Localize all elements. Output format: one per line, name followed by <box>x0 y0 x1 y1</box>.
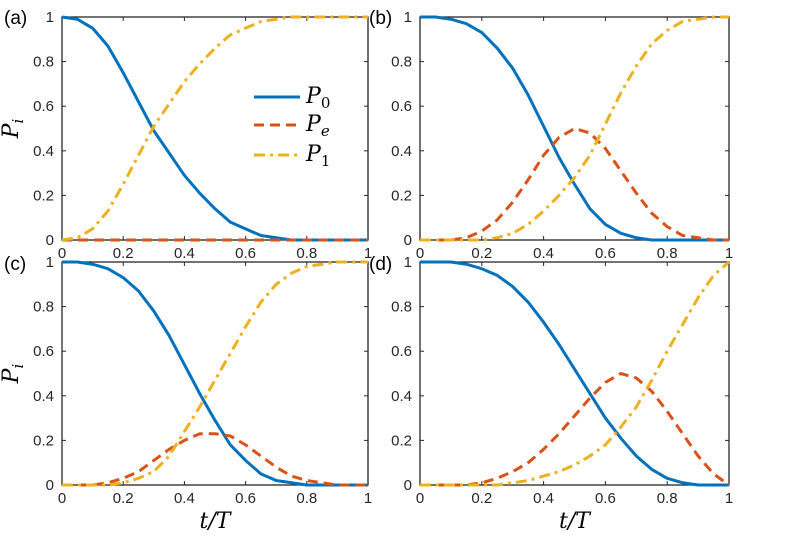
panel-label: (d) <box>369 254 392 275</box>
x-tick-label: 0.6 <box>595 490 616 507</box>
x-tick-label: 0.6 <box>235 245 256 262</box>
panel-label: (c) <box>4 254 26 275</box>
y-tick-label: 1 <box>404 9 412 26</box>
y-tick-label: 0.4 <box>33 143 54 160</box>
panel-a: 0 0.2 0.4 0.6 0.8 1 0 0.2 0.4 0.6 0.8 1 (a) Pi <box>0 8 372 262</box>
y-tick-label: 1 <box>46 254 54 271</box>
x-tick-label: 0.8 <box>296 245 317 262</box>
panel-c: 0 0.2 0.4 0.6 0.8 1 0 0.2 0.4 0.6 0.8 1 (c) Pi t/T <box>0 254 372 534</box>
axes-frame <box>61 261 369 486</box>
y-axis-label: Pi <box>0 119 27 140</box>
y-tick-label: 0.4 <box>33 388 54 405</box>
y-tick-label: 0 <box>404 232 412 249</box>
x-axis-label: t/T <box>200 509 233 534</box>
x-tick-label: 0 <box>58 245 66 262</box>
series-line-Pe <box>420 127 729 242</box>
x-tick-label: 1 <box>725 245 733 262</box>
axes-frame <box>419 16 730 241</box>
x-tick-label: 0.4 <box>533 245 554 262</box>
x-tick-label: 0.8 <box>657 490 678 507</box>
y-tick-label: 0 <box>46 477 54 494</box>
y-axis-label: Pi <box>0 364 27 385</box>
x-tick-label: 1 <box>364 490 372 507</box>
x-tick-label: 0.8 <box>657 245 678 262</box>
panel-d: 0 0.2 0.4 0.6 0.8 1 0 0.2 0.4 0.6 0.8 1 (d) t/T <box>369 254 733 534</box>
series-line-P0 <box>62 260 368 487</box>
x-tick-label: 0 <box>416 490 424 507</box>
x-tick-label: 0.2 <box>471 245 492 262</box>
y-tick-label: 0.2 <box>391 432 412 449</box>
y-tick-label: 0.4 <box>391 143 412 160</box>
series-line-Pe <box>62 432 368 487</box>
series-line-P1 <box>62 260 368 487</box>
y-tick-label: 0.4 <box>391 388 412 405</box>
x-tick-label: 0.2 <box>113 245 134 262</box>
y-tick-label: 0.8 <box>33 299 54 316</box>
x-tick-label: 0.2 <box>471 490 492 507</box>
y-tick-label: 0.8 <box>33 54 54 71</box>
x-tick-label: 0.4 <box>174 490 195 507</box>
axes-frame <box>419 261 730 486</box>
x-tick-label: 0 <box>58 490 66 507</box>
x-tick-label: 0.2 <box>113 490 134 507</box>
series-line-P1 <box>61 15 368 242</box>
y-tick-label: 0.2 <box>33 432 54 449</box>
y-tick-label: 0.6 <box>391 98 412 115</box>
panel-label: (a) <box>4 8 27 29</box>
y-tick-label: 0.6 <box>33 98 54 115</box>
y-tick-label: 0.2 <box>33 187 54 204</box>
x-tick-label: 0 <box>416 245 424 262</box>
y-tick-label: 0.8 <box>391 299 412 316</box>
y-tick-label: 0.2 <box>391 187 412 204</box>
x-tick-label: 0.6 <box>235 490 256 507</box>
y-tick-label: 0.8 <box>391 54 412 71</box>
x-axis-label: t/T <box>559 509 592 534</box>
series-line-P0 <box>61 15 368 242</box>
x-tick-label: 0.8 <box>296 490 317 507</box>
panel-label: (b) <box>369 8 392 29</box>
series-line-P1 <box>420 260 730 487</box>
y-tick-label: 1 <box>46 9 54 26</box>
series-line-P0 <box>420 260 729 487</box>
x-tick-label: 0.6 <box>595 245 616 262</box>
x-tick-label: 1 <box>364 245 372 262</box>
x-tick-label: 0.4 <box>174 245 195 262</box>
x-tick-label: 0.4 <box>533 490 554 507</box>
panel-b: 0 0.2 0.4 0.6 0.8 1 0 0.2 0.4 0.6 0.8 1 (b) <box>369 8 733 262</box>
x-tick-label: 1 <box>725 490 733 507</box>
series-line-P1 <box>420 15 729 242</box>
y-tick-label: 0.6 <box>391 343 412 360</box>
y-tick-label: 0 <box>46 232 54 249</box>
y-tick-label: 1 <box>404 254 412 271</box>
y-tick-label: 0.6 <box>33 343 54 360</box>
y-tick-label: 0 <box>404 477 412 494</box>
series-line-P0 <box>420 15 729 242</box>
